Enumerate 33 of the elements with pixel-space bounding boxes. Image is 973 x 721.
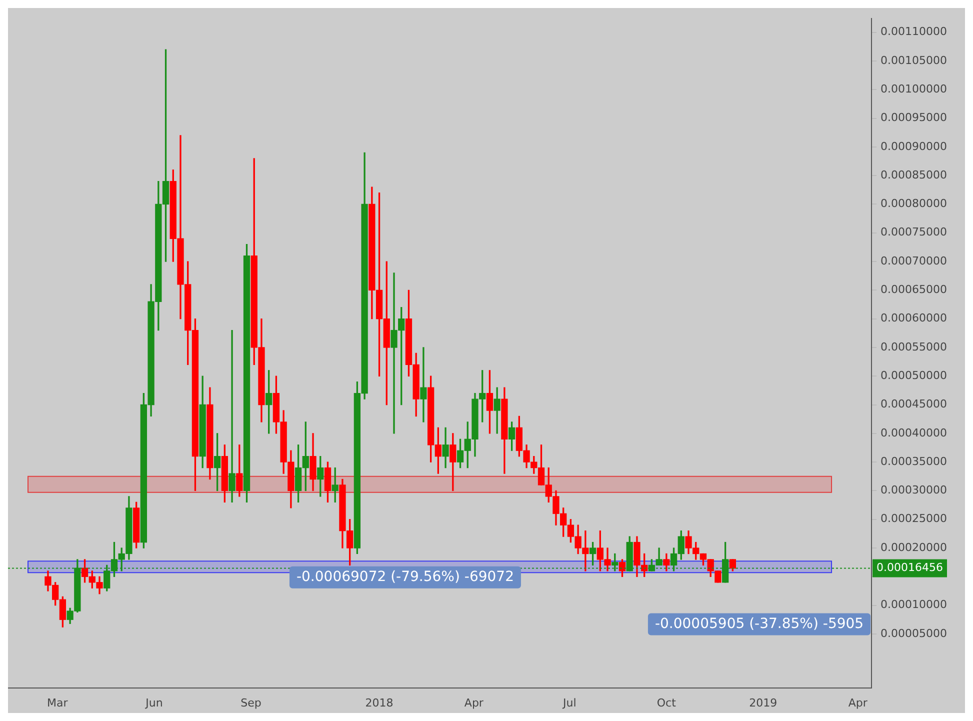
x-tick-label: 2018 [365,696,394,710]
y-tick-label: 0.00075000 [880,226,947,239]
x-tick-label: Apr [464,696,484,710]
ref-line-label: 0.00016456 [876,561,943,574]
y-tick-label: 0.00050000 [880,368,947,382]
y-tick-label: 0.00005000 [880,626,947,640]
y-tick-label: 0.00070000 [880,254,947,268]
y-tick-label: 0.00065000 [880,283,947,296]
annotation: -0.00069072 (-79.56%) -69072 [296,569,514,586]
y-tick-label: 0.00105000 [880,54,947,67]
y-tick-label: 0.00110000 [880,25,947,38]
y-tick-label: 0.00095000 [880,111,947,124]
y-tick-label: 0.00020000 [880,540,947,554]
x-tick-label: Mar [47,696,68,710]
x-tick-label: Oct [656,696,677,710]
y-tick-label: 0.00045000 [880,398,947,411]
y-tick-label: 0.00025000 [880,512,947,526]
x-tick-label: Jul [562,696,576,710]
x-tick-label: Apr [848,696,868,710]
y-tick-label: 0.00030000 [880,484,947,497]
y-tick-label: 0.00010000 [880,598,947,612]
y-tick-label: 0.00085000 [880,168,947,182]
y-tick-label: 0.00080000 [880,197,947,210]
annotation: -0.00005905 (-37.85%) -5905 [654,616,864,632]
x-tick-label: 2019 [749,696,778,710]
x-tick-label: Sep [240,696,262,710]
y-tick-label: 0.00100000 [880,82,947,96]
y-tick-label: 0.00040000 [880,426,947,440]
y-tick-label: 0.00035000 [880,454,947,468]
y-tick-label: 0.00055000 [880,340,947,354]
y-tick-label: 0.00090000 [880,140,947,153]
y-tick-label: 0.00060000 [880,312,947,325]
x-tick-label: Jun [144,696,163,710]
